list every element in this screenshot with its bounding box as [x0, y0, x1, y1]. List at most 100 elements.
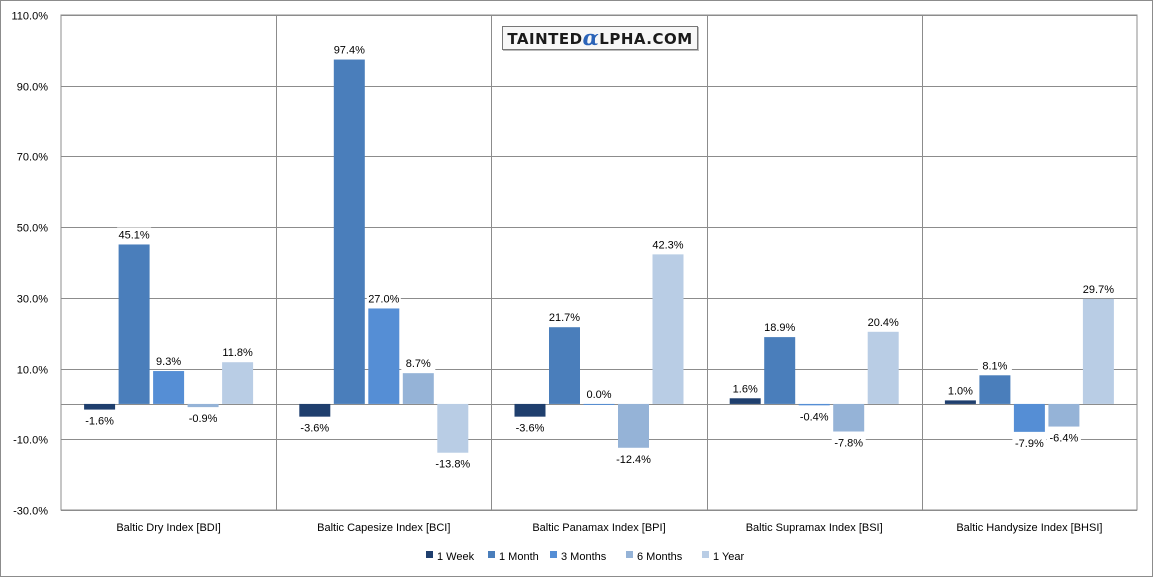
- bar: [118, 244, 150, 404]
- data-label: 8.1%: [982, 360, 1007, 372]
- watermark-logo: TAINTEDαLPHA.COM: [502, 26, 698, 50]
- data-label-bg: [866, 314, 901, 329]
- bar: [1082, 298, 1114, 404]
- data-label: 9.3%: [156, 356, 181, 368]
- data-label-bg: [797, 409, 832, 424]
- data-label-bg: [297, 420, 332, 435]
- data-label: -7.8%: [834, 438, 863, 450]
- legend-swatch: [550, 551, 557, 558]
- legend-label: 6 Months: [637, 551, 683, 563]
- data-label-bg: [547, 310, 582, 325]
- bar: [798, 403, 830, 406]
- bar: [299, 403, 331, 417]
- data-label-bg: [435, 456, 470, 471]
- bar: [583, 403, 615, 405]
- data-label-bg: [1081, 281, 1116, 296]
- bar: [867, 331, 899, 404]
- data-label: 45.1%: [118, 229, 149, 241]
- data-label-bg: [151, 354, 186, 369]
- bar: [618, 403, 649, 448]
- y-tick-label: 10.0%: [17, 365, 48, 377]
- bar: [549, 327, 580, 404]
- data-label: 1.6%: [733, 383, 758, 395]
- data-label-bg: [366, 291, 401, 306]
- legend-swatch: [488, 551, 495, 558]
- data-label: 18.9%: [764, 322, 795, 334]
- data-label-bg: [728, 381, 763, 396]
- data-label-bg: [762, 320, 797, 335]
- data-label-bg: [977, 358, 1012, 373]
- bar: [514, 403, 546, 417]
- data-label: 0.0%: [586, 389, 611, 401]
- bar: [652, 254, 684, 404]
- data-label-bg: [1046, 430, 1081, 445]
- data-label: 11.8%: [222, 347, 253, 359]
- data-label-bg: [943, 383, 978, 398]
- x-category-label: Baltic Handysize Index [BHSI]: [956, 522, 1102, 534]
- data-label-bg: [651, 237, 685, 252]
- data-label: -13.8%: [435, 459, 470, 471]
- bar: [84, 403, 116, 410]
- data-label-bg: [582, 386, 616, 401]
- y-tick-label: -30.0%: [13, 506, 48, 518]
- bar: [222, 362, 254, 404]
- data-label: -6.4%: [1050, 433, 1079, 445]
- bar: [402, 373, 434, 404]
- y-tick-label: 30.0%: [17, 294, 48, 306]
- x-category-label: Baltic Panamax Index [BPI]: [532, 522, 665, 534]
- bar: [1013, 403, 1045, 432]
- bar: [437, 403, 469, 453]
- data-label: -3.6%: [516, 423, 545, 435]
- bar: [764, 337, 796, 404]
- data-label-bg: [82, 413, 117, 428]
- data-label: 21.7%: [549, 312, 580, 324]
- legend-swatch: [626, 551, 633, 558]
- data-label-bg: [401, 356, 436, 371]
- bar: [333, 59, 365, 404]
- data-label: 1.0%: [948, 385, 973, 397]
- bar: [729, 398, 761, 404]
- data-label-bg: [831, 435, 866, 450]
- y-tick-label: 50.0%: [17, 223, 48, 235]
- data-label-bg: [220, 345, 255, 360]
- bar: [833, 403, 865, 432]
- data-label-bg: [117, 227, 152, 242]
- y-tick-label: 110.0%: [12, 11, 49, 23]
- y-tick-label: 70.0%: [17, 152, 48, 164]
- legend-label: 1 Year: [713, 551, 745, 563]
- data-label: -1.6%: [85, 416, 114, 428]
- data-label: -12.4%: [616, 454, 651, 466]
- data-label: 20.4%: [868, 317, 899, 329]
- watermark-alpha: α: [582, 25, 600, 50]
- data-label-bg: [332, 42, 367, 57]
- data-label: 27.0%: [368, 293, 399, 305]
- data-label: -7.9%: [1015, 438, 1044, 450]
- data-label: -0.4%: [800, 411, 829, 423]
- data-label-bg: [616, 451, 651, 466]
- data-label: -3.6%: [300, 423, 329, 435]
- legend-label: 1 Month: [499, 551, 539, 563]
- x-category-label: Baltic Supramax Index [BSI]: [746, 522, 883, 534]
- data-label-bg: [513, 420, 547, 435]
- data-label: 97.4%: [334, 45, 365, 57]
- bar: [368, 308, 400, 404]
- data-label: -0.9%: [189, 413, 218, 425]
- x-category-label: Baltic Dry Index [BDI]: [116, 522, 221, 534]
- bar: [979, 375, 1011, 404]
- y-tick-label: -10.0%: [13, 435, 48, 447]
- legend-swatch: [426, 551, 433, 558]
- y-tick-label: 90.0%: [17, 82, 48, 94]
- x-category-label: Baltic Capesize Index [BCI]: [317, 522, 450, 534]
- watermark-suffix: LPHA.COM: [599, 30, 693, 48]
- legend-label: 3 Months: [561, 551, 607, 563]
- bar: [153, 371, 185, 404]
- plot-area: [60, 14, 1138, 511]
- bar: [1048, 403, 1080, 427]
- data-label-bg: [186, 411, 221, 426]
- bar: [944, 400, 976, 404]
- watermark-prefix: TAINTED: [507, 30, 583, 48]
- bar: [187, 403, 219, 408]
- legend-swatch: [702, 551, 709, 558]
- data-label: 42.3%: [652, 239, 683, 251]
